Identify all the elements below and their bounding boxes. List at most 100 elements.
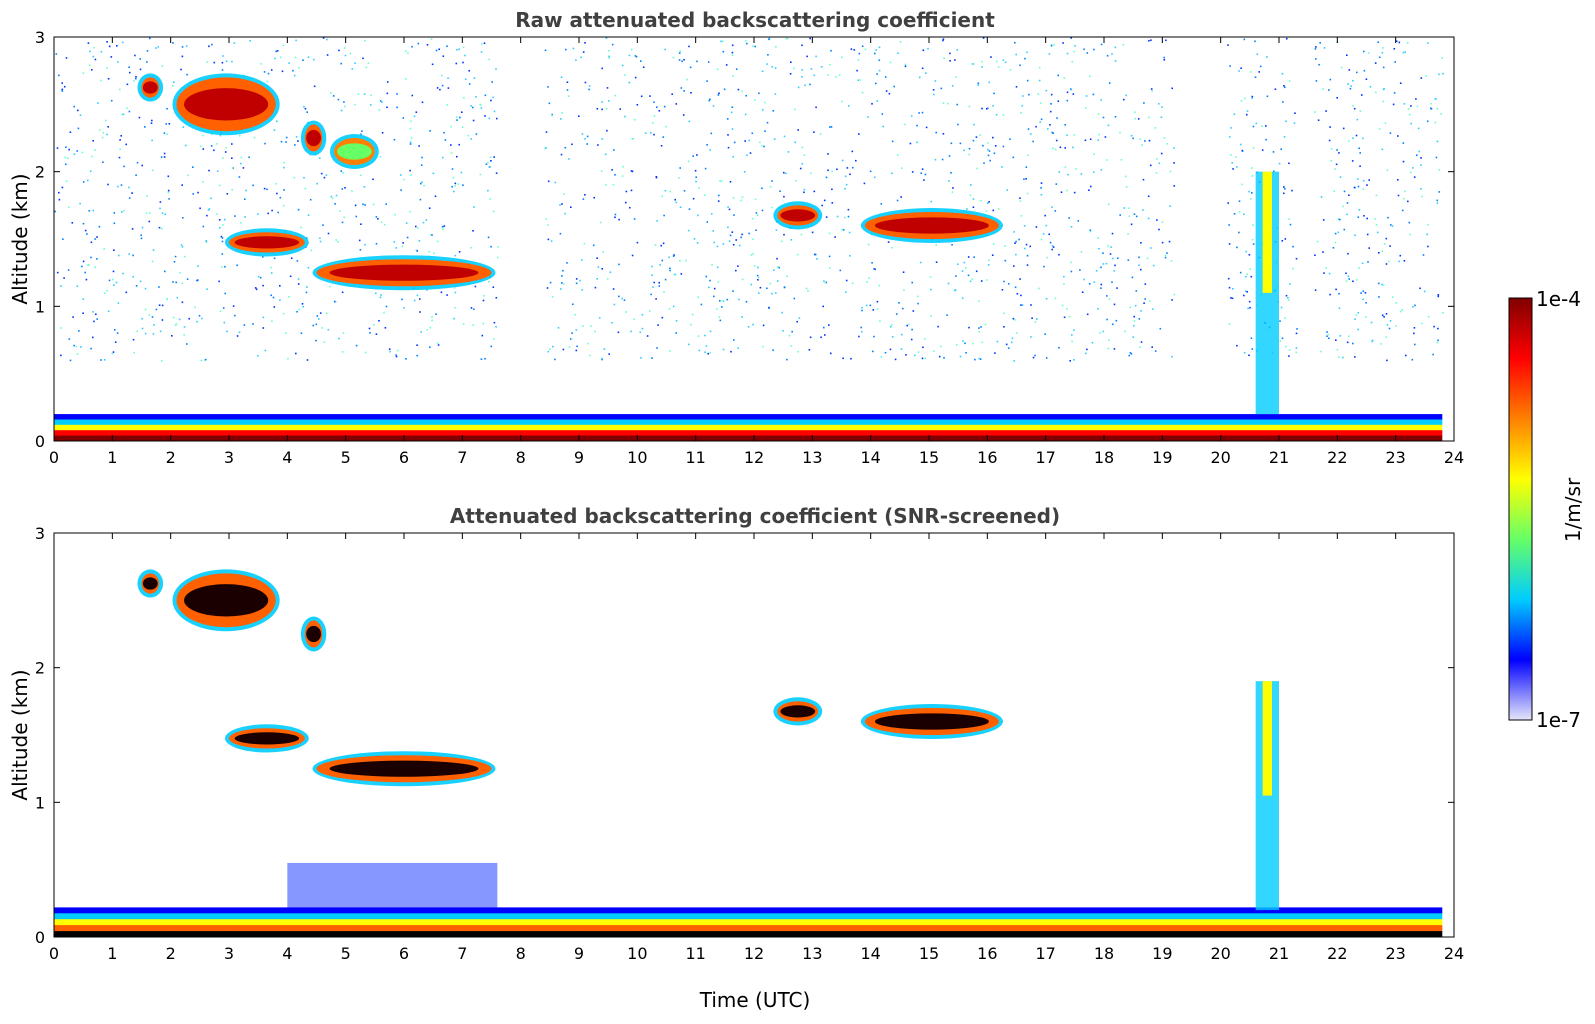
noise-speck [110, 99, 113, 102]
noise-speck [60, 327, 62, 329]
noise-speck [675, 332, 677, 334]
noise-speck [901, 333, 903, 336]
noise-speck [1322, 88, 1324, 90]
noise-speck [662, 136, 665, 138]
noise-speck [797, 86, 800, 89]
noise-speck [1143, 102, 1145, 104]
noise-speck [1100, 169, 1103, 171]
noise-speck [871, 103, 873, 105]
noise-speck [668, 308, 671, 310]
noise-speck [1243, 294, 1245, 297]
noise-speck [1371, 339, 1374, 342]
noise-speck [1016, 332, 1018, 334]
noise-speck [1239, 271, 1242, 274]
noise-speck [294, 144, 296, 146]
noise-speck [393, 138, 396, 141]
noise-speck [1075, 168, 1077, 170]
noise-speck [94, 238, 96, 240]
noise-speck [909, 142, 912, 145]
noise-speck [1122, 43, 1125, 46]
noise-speck [981, 66, 983, 68]
noise-speck [793, 67, 795, 70]
noise-speck [1150, 88, 1153, 90]
surface-band [54, 430, 1443, 437]
noise-speck [140, 234, 142, 237]
noise-speck [790, 345, 793, 347]
noise-speck [568, 158, 570, 160]
noise-speck [1328, 89, 1330, 91]
noise-speck [1151, 346, 1153, 348]
noise-speck [1381, 250, 1384, 253]
noise-speck [581, 133, 584, 135]
noise-speck [570, 206, 572, 208]
noise-speck [901, 167, 903, 169]
noise-speck [1080, 173, 1083, 175]
noise-speck [801, 163, 804, 165]
noise-speck [1250, 275, 1253, 278]
noise-speck [963, 261, 966, 264]
noise-speck [704, 334, 706, 337]
noise-speck [1083, 48, 1085, 51]
noise-speck [740, 236, 742, 239]
noise-speck [319, 240, 322, 243]
noise-speck [845, 279, 848, 282]
noise-speck [790, 61, 792, 63]
noise-speck [737, 347, 739, 349]
noise-speck [633, 318, 635, 321]
noise-speck [679, 167, 681, 169]
noise-speck [987, 264, 990, 266]
noise-speck [495, 68, 497, 70]
noise-speck [1251, 192, 1253, 194]
noise-speck [605, 108, 608, 110]
noise-speck [54, 210, 56, 213]
noise-speck [325, 312, 328, 314]
noise-speck [1063, 283, 1065, 285]
noise-speck [844, 216, 846, 219]
noise-speck [1135, 290, 1138, 292]
noise-speck [1095, 270, 1098, 272]
panel-raw-plot [54, 37, 1444, 442]
noise-speck [838, 74, 841, 76]
noise-speck [1104, 136, 1107, 138]
noise-speck [417, 227, 419, 229]
noise-speck [462, 46, 465, 49]
noise-speck [175, 281, 177, 284]
noise-speck [420, 164, 423, 166]
noise-speck [988, 259, 990, 262]
noise-speck [103, 359, 106, 361]
noise-speck [370, 94, 372, 97]
noise-speck [583, 242, 586, 245]
x-tick-label: 10 [627, 944, 647, 963]
noise-speck [1393, 48, 1396, 50]
noise-speck [938, 355, 941, 358]
noise-speck [1001, 166, 1003, 168]
noise-speck [549, 281, 552, 284]
noise-speck [271, 209, 273, 212]
noise-speck [172, 316, 175, 319]
noise-speck [1251, 95, 1254, 98]
noise-speck [1111, 232, 1114, 235]
noise-speck [1044, 214, 1046, 217]
noise-speck [678, 59, 681, 61]
noise-speck [648, 310, 651, 312]
noise-speck [948, 180, 950, 182]
noise-speck [1387, 216, 1389, 219]
noise-speck [462, 184, 464, 186]
noise-speck [270, 272, 273, 274]
noise-speck [144, 287, 147, 290]
noise-speck [653, 133, 655, 136]
noise-speck [1048, 233, 1050, 236]
noise-speck [1107, 347, 1110, 350]
noise-speck [360, 223, 362, 225]
noise-speck [741, 233, 743, 236]
noise-speck [968, 105, 971, 108]
noise-speck [1378, 296, 1380, 298]
noise-speck [1066, 91, 1069, 94]
noise-speck [92, 209, 94, 212]
noise-speck [163, 152, 166, 155]
noise-speck [131, 192, 133, 194]
noise-speck [696, 242, 699, 244]
noise-speck [983, 162, 985, 164]
noise-speck [625, 190, 628, 193]
noise-speck [236, 264, 238, 267]
